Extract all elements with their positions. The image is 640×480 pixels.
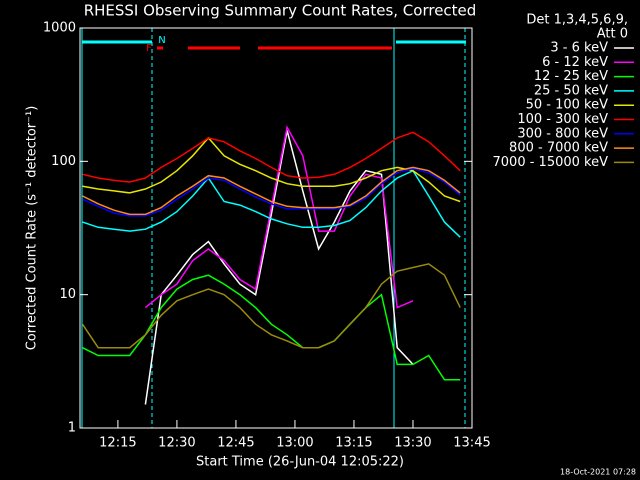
plot-frame (79, 27, 473, 429)
y-tick-label: 1000 (43, 21, 76, 36)
legend-label: 800 - 7000 keV (509, 141, 608, 156)
series-line (82, 136, 461, 203)
legend-label: 7000 - 15000 keV (493, 155, 609, 170)
x-tick-label: 13:45 (453, 436, 490, 451)
status-bars: F N (81, 28, 466, 428)
legend-label: 12 - 25 keV (534, 69, 608, 84)
y-tick-label: 100 (51, 154, 76, 169)
legend-label: 25 - 50 keV (534, 83, 608, 98)
x-tick-label: 12:30 (158, 436, 195, 451)
series-line (81, 263, 461, 349)
x-tick-label: 12:45 (217, 436, 254, 451)
series-line (82, 131, 461, 183)
y-tick-label: 10 (59, 287, 76, 302)
legend-title: Det 1,3,4,5,6,9, (526, 13, 628, 28)
legend-label: 6 - 12 keV (542, 55, 608, 70)
x-tick-label: 13:15 (335, 436, 372, 451)
chart-title: RHESSI Observing Summary Count Rates, Co… (84, 2, 477, 20)
series-line (144, 130, 414, 405)
legend-title: Att 0 (597, 27, 628, 42)
flag-label: F (146, 43, 152, 54)
footer: 18-Oct-2021 07:28 (560, 468, 636, 477)
legend-label: 100 - 300 keV (517, 112, 608, 127)
flag-label: N (158, 35, 165, 46)
y-tick-label: 1 (68, 421, 76, 436)
legend-label: 300 - 800 keV (517, 126, 608, 141)
series-line (82, 167, 461, 217)
series-line (82, 166, 461, 216)
legend-label: 50 - 100 keV (526, 98, 609, 113)
series-line (144, 125, 414, 309)
legend-label: 3 - 6 keV (550, 41, 608, 56)
x-tick-label: 13:30 (394, 436, 431, 451)
series-line (82, 169, 461, 238)
x-tick-label: 13:00 (276, 436, 313, 451)
x-axis-label: Start Time (26-Jun-04 12:05:22) (196, 455, 404, 470)
x-tick-label: 12:15 (99, 436, 136, 451)
y-axis-label: Corrected Count Rate (s⁻¹ detector⁻¹) (25, 106, 40, 351)
